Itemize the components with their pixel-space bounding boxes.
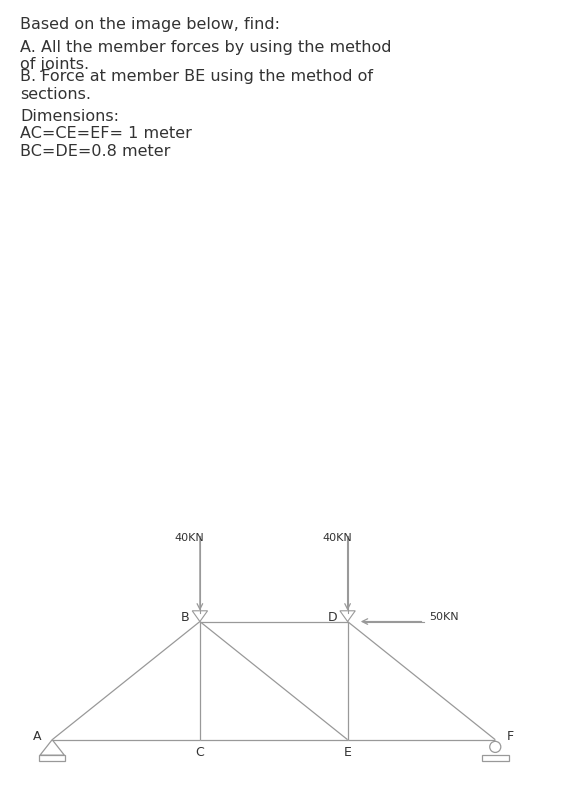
Text: A. All the member forces by using the method
of joints.: A. All the member forces by using the me…: [20, 40, 392, 72]
Text: B. Force at member BE using the method of
sections.: B. Force at member BE using the method o…: [20, 70, 373, 102]
Text: BC=DE=0.8 meter: BC=DE=0.8 meter: [20, 144, 171, 159]
Text: Dimensions:: Dimensions:: [20, 109, 119, 124]
Text: E: E: [344, 746, 351, 759]
Bar: [482, 755, 508, 761]
Text: 40KN: 40KN: [175, 534, 204, 543]
Text: 50KN: 50KN: [429, 612, 459, 622]
Text: F: F: [507, 730, 514, 743]
Text: B: B: [181, 610, 189, 624]
Text: AC=CE=EF= 1 meter: AC=CE=EF= 1 meter: [20, 126, 192, 142]
Text: Based on the image below, find:: Based on the image below, find:: [20, 18, 280, 32]
Text: C: C: [196, 746, 204, 759]
Bar: [39, 755, 65, 761]
Text: A: A: [33, 730, 42, 743]
Text: D: D: [328, 610, 338, 624]
Text: 40KN: 40KN: [323, 534, 352, 543]
